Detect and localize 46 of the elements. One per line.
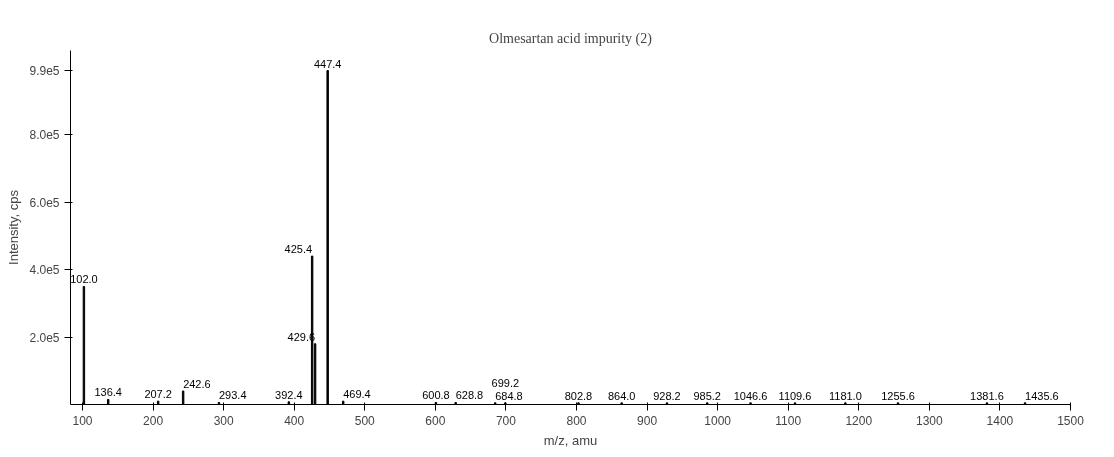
x-tick-label: 1200: [845, 413, 873, 428]
y-tick-label: 2.0e5: [29, 330, 60, 345]
y-tick-label: 4.0e5: [29, 263, 60, 278]
annotation: 600.8: [422, 389, 450, 402]
annotation: 102.0: [70, 273, 98, 286]
x-tick-label: 100: [72, 413, 93, 428]
x-tick-label: 900: [637, 413, 658, 428]
annotation: 1435.6: [1025, 389, 1059, 402]
annotation: 1181.0: [828, 389, 862, 402]
annotation: 1255.6: [881, 389, 915, 402]
x-tick-label: 600: [425, 413, 446, 428]
x-tick-label: 700: [495, 413, 517, 428]
x-axis-title: m/z, amu: [543, 432, 598, 448]
x-tick-label: 500: [354, 413, 376, 428]
y-tick-label: 6.0e5: [29, 195, 60, 210]
annotation: 469.4: [343, 388, 371, 401]
x-tick-label: 1400: [986, 413, 1014, 428]
annotation: 447.4: [313, 57, 342, 70]
annotation: 802.8: [564, 389, 593, 402]
x-tick-label: 200: [143, 413, 164, 428]
annotation: 864.0: [607, 389, 636, 402]
annotation: 136.4: [94, 386, 122, 399]
y-tick-label: 9.9e5: [29, 64, 60, 79]
annotation: 207.2: [144, 388, 172, 401]
y-axis-title: Intensity, cps: [6, 189, 22, 265]
annotation: 242.6: [183, 378, 211, 391]
annotation: 928.2: [653, 389, 681, 402]
annotation: 293.4: [218, 389, 247, 402]
annotation: 425.4: [284, 243, 313, 256]
x-tick-label: 1500: [1057, 413, 1085, 428]
annotation: 392.4: [275, 388, 303, 401]
chart-title: Olmesartan acid impurity (2): [489, 30, 653, 47]
annotation: 699.2: [491, 376, 520, 389]
x-tick-label: 1100: [775, 413, 802, 428]
annotation: 1109.6: [778, 389, 812, 402]
annotation: 1046.6: [733, 389, 768, 402]
annotation: 628.8: [455, 389, 484, 402]
y-tick-label: 8.0e5: [29, 128, 60, 143]
x-tick-label: 300: [213, 413, 234, 428]
x-tick-label: 800: [566, 413, 587, 428]
annotation: 1381.6: [970, 389, 1004, 402]
annotation: 985.2: [693, 389, 721, 402]
annotation: 684.8: [495, 389, 523, 402]
x-tick-label: 400: [284, 413, 305, 428]
x-tick-label: 1000: [704, 413, 732, 428]
x-tick-label: 1300: [916, 413, 944, 428]
